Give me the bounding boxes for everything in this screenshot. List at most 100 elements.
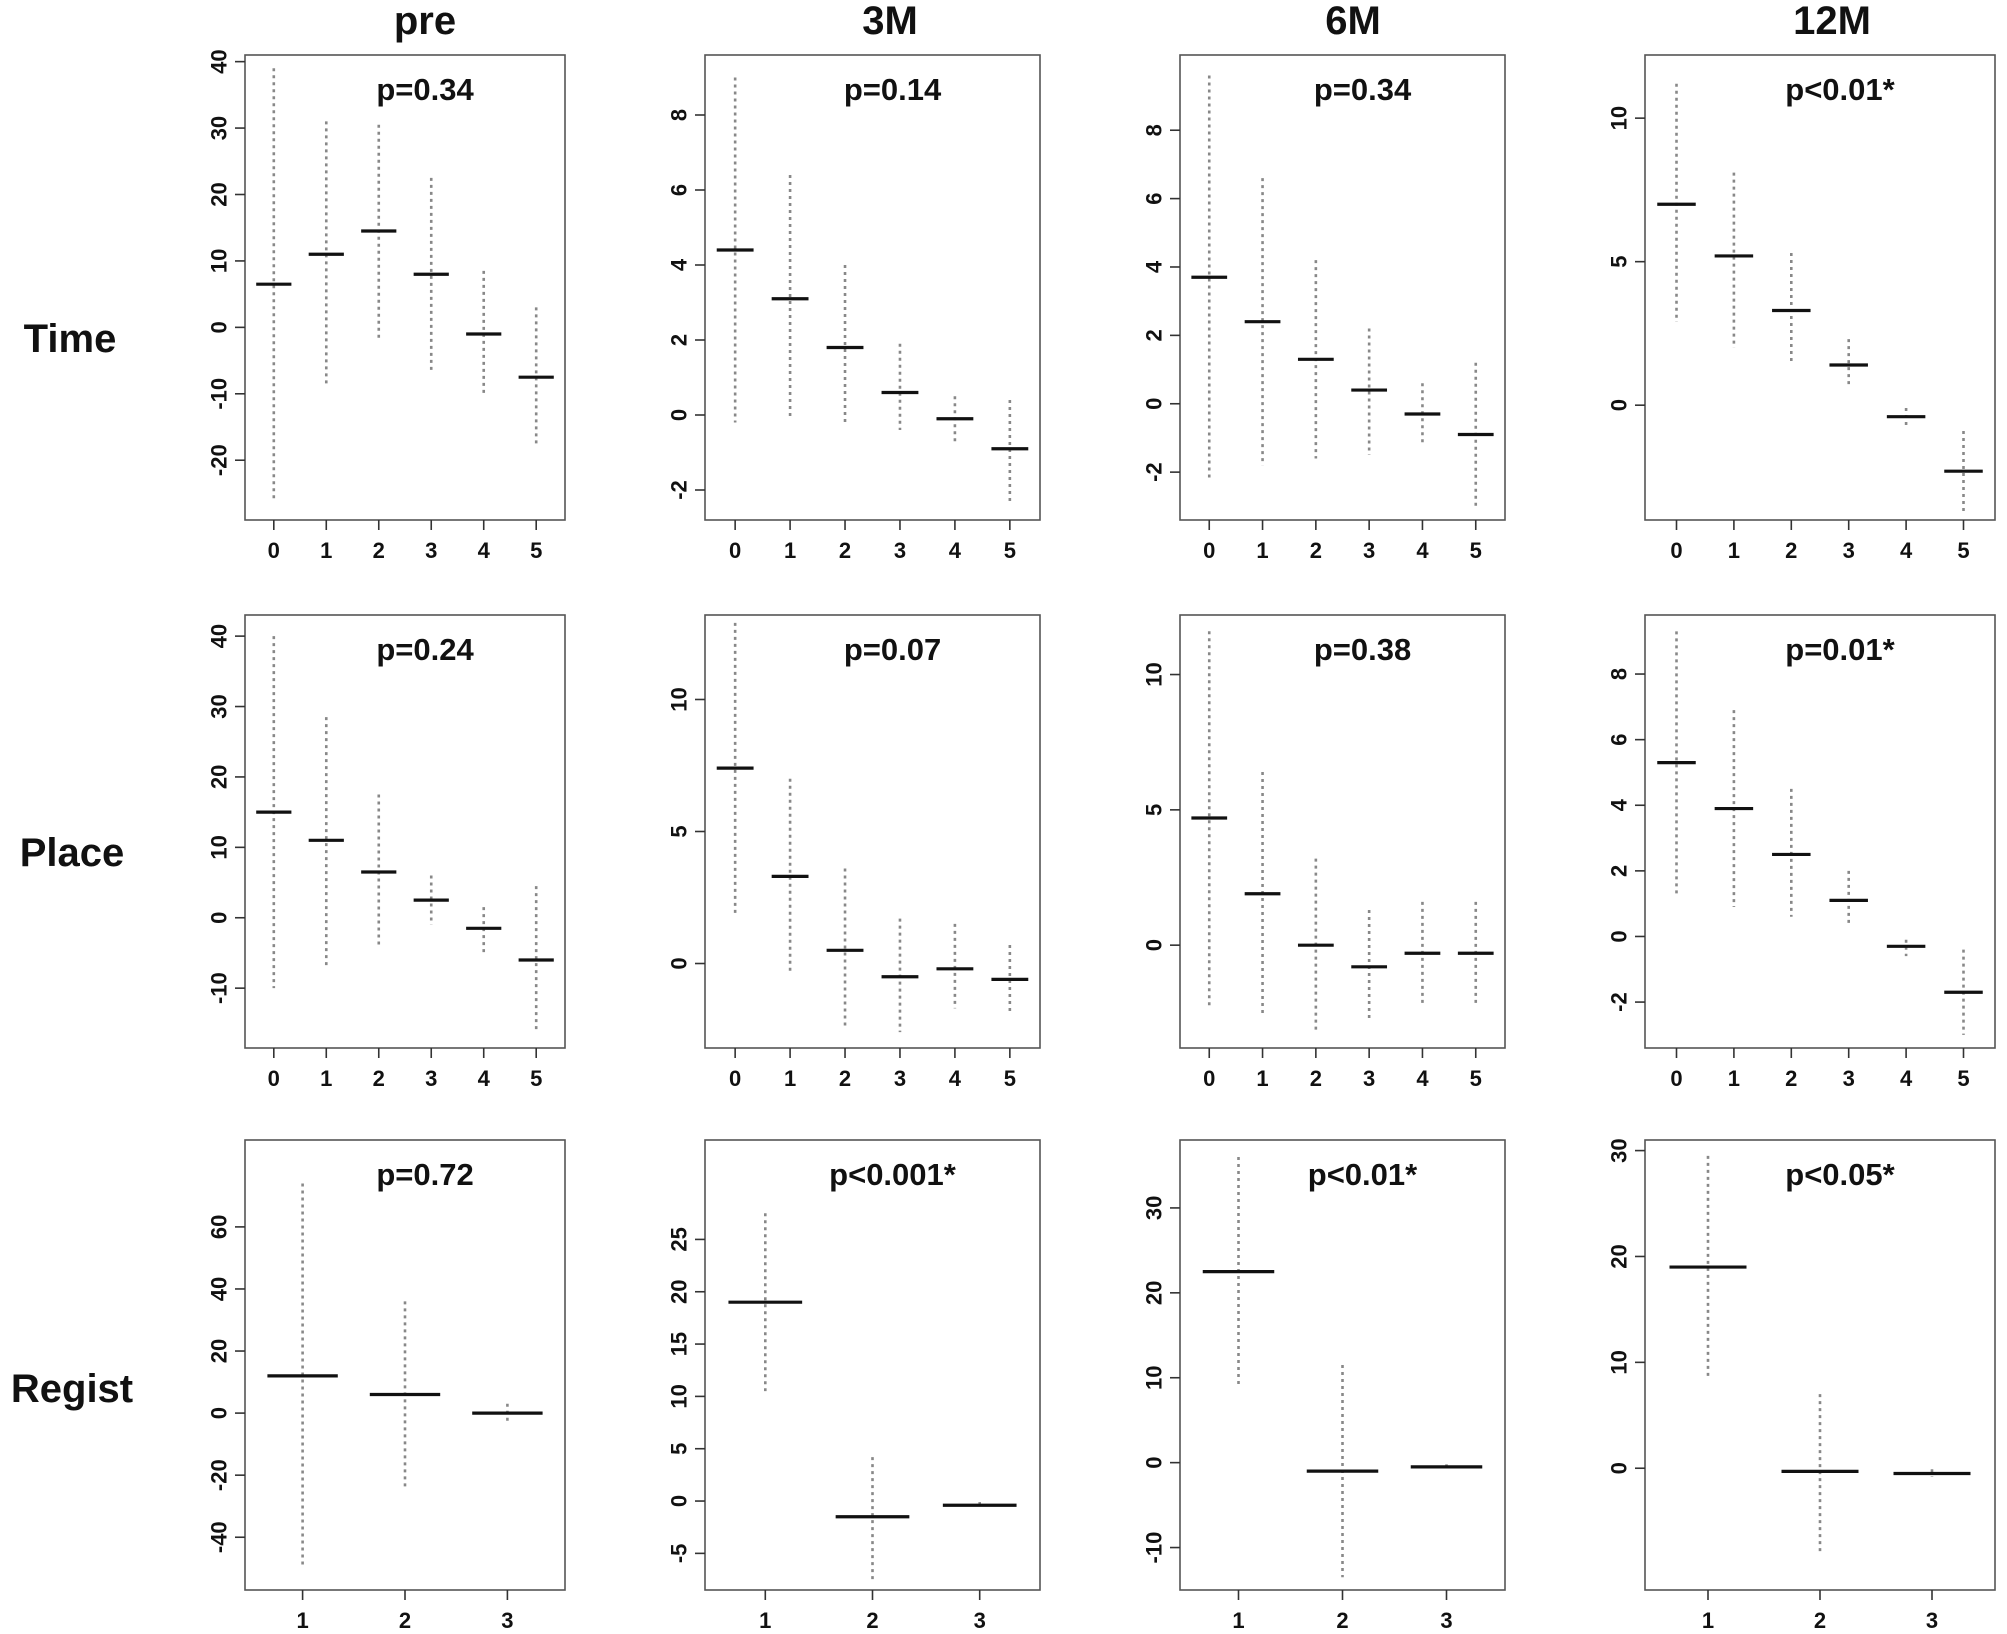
x-tick-label: 2	[1336, 1608, 1348, 1633]
p-value-label: p=0.38	[1314, 632, 1411, 667]
column-title-pre: pre	[394, 0, 456, 43]
x-tick-label: 2	[1785, 1066, 1797, 1091]
p-value-label: p=0.72	[376, 1157, 473, 1192]
panel-place-6m: 0 5 10 0 1 2 3 4 5 p=0.38	[1142, 614, 1506, 1091]
plot-frame	[244, 614, 566, 1049]
y-tick-label: 20	[207, 182, 232, 206]
panel-place-12m: -2 0 2 4 6 8 0 1 2 3 4 5 p=0.01*	[1607, 614, 1996, 1091]
x-tick-label: 1	[320, 1066, 332, 1091]
y-tick-label: 20	[207, 765, 232, 789]
column-title-12m: 12M	[1793, 0, 1871, 43]
y-tick-label: 0	[1607, 399, 1632, 411]
y-tick-label: 4	[1142, 260, 1167, 273]
column-title-6m: 6M	[1325, 0, 1381, 43]
y-tick-label: 0	[667, 957, 692, 969]
x-tick-label: 2	[866, 1608, 878, 1633]
y-tick-label: 2	[1607, 865, 1632, 877]
x-tick-label: 0	[1670, 1066, 1682, 1091]
y-tick-label: 0	[207, 1407, 232, 1419]
y-tick-label: 8	[1142, 124, 1167, 136]
y-tick-label: -2	[1142, 462, 1167, 482]
x-tick-label: 4	[949, 538, 962, 563]
y-tick-label: 0	[667, 409, 692, 421]
y-tick-label: 30	[207, 116, 232, 140]
y-tick-label: 0	[1607, 930, 1632, 942]
panel-regist-3m: -5 0 5 10 15 20 25 1 2 3 p<0.001*	[667, 1139, 1041, 1633]
plot-frame	[1644, 614, 1996, 1049]
y-tick-label: 10	[1607, 1350, 1632, 1374]
x-tick-label: 4	[1900, 1066, 1913, 1091]
plot-frame	[1179, 54, 1506, 521]
plot-frame	[244, 54, 566, 521]
y-tick-label: 10	[207, 249, 232, 273]
p-value-label: p=0.07	[844, 632, 941, 667]
x-tick-label: 2	[373, 1066, 385, 1091]
y-tick-label: 0	[667, 1495, 692, 1507]
x-tick-label: 4	[1416, 538, 1429, 563]
y-tick-label: -10	[207, 378, 232, 410]
panel-place-pre: -10 0 10 20 30 40 0 1 2 3 4 5 p=0.24	[207, 614, 566, 1091]
y-tick-label: 30	[1142, 1196, 1167, 1220]
x-tick-label: 3	[1926, 1608, 1938, 1633]
x-tick-label: 4	[1416, 1066, 1429, 1091]
panel-regist-12m: 0 10 20 30 1 2 3 p<0.05*	[1607, 1138, 1996, 1633]
x-tick-label: 0	[268, 1066, 280, 1091]
y-tick-label: 6	[667, 184, 692, 196]
y-tick-label: 5	[1607, 256, 1632, 268]
x-tick-label: 0	[729, 1066, 741, 1091]
x-tick-label: 1	[320, 538, 332, 563]
y-tick-label: 40	[207, 1277, 232, 1301]
y-tick-label: 30	[1607, 1138, 1632, 1162]
y-tick-label: 10	[207, 835, 232, 859]
x-tick-label: 5	[1004, 1066, 1016, 1091]
panel-time-6m: -2 0 2 4 6 8 0 1 2 3 4 5 p=0.34	[1142, 54, 1506, 563]
x-tick-label: 2	[839, 538, 851, 563]
y-tick-label: 10	[667, 687, 692, 711]
y-tick-label: 15	[667, 1332, 692, 1356]
p-value-label: p<0.01*	[1785, 72, 1895, 107]
plot-frame	[704, 54, 1041, 521]
x-tick-label: 5	[1470, 538, 1482, 563]
y-tick-label: -10	[207, 972, 232, 1004]
x-tick-label: 3	[974, 1608, 986, 1633]
y-tick-label: 0	[207, 321, 232, 333]
y-tick-label: 0	[1142, 939, 1167, 951]
p-value-label: p<0.05*	[1785, 1157, 1895, 1192]
p-value-label: p=0.34	[1314, 72, 1412, 107]
y-tick-label: 40	[207, 624, 232, 648]
y-tick-label: 4	[667, 258, 692, 271]
p-value-label: p<0.01*	[1308, 1157, 1418, 1192]
y-tick-label: -5	[667, 1544, 692, 1564]
panel-time-12m: 0 5 10 0 1 2 3 4 5 p<0.01*	[1607, 54, 1996, 563]
y-tick-label: 10	[1142, 662, 1167, 686]
y-tick-label: 20	[667, 1280, 692, 1304]
y-tick-label: 0	[1142, 1457, 1167, 1469]
p-value-label: p=0.24	[376, 632, 474, 667]
y-tick-label: -20	[207, 444, 232, 476]
y-tick-label: 0	[1142, 398, 1167, 410]
titles-layer: pre 3M 6M 12M Time Place Regist	[11, 0, 1871, 1411]
x-tick-label: 5	[1470, 1066, 1482, 1091]
x-tick-label: 5	[530, 1066, 542, 1091]
x-tick-label: 0	[1203, 538, 1215, 563]
row-title-regist: Regist	[11, 1367, 133, 1411]
y-tick-label: 5	[1142, 804, 1167, 816]
plot-frame	[1179, 614, 1506, 1049]
y-tick-label: 6	[1607, 734, 1632, 746]
x-tick-label: 1	[1256, 538, 1268, 563]
y-tick-label: -2	[1607, 992, 1632, 1012]
x-tick-label: 4	[478, 538, 491, 563]
x-tick-label: 5	[530, 538, 542, 563]
y-tick-label: 0	[1607, 1462, 1632, 1474]
y-tick-label: 10	[1607, 106, 1632, 130]
y-tick-label: 10	[667, 1384, 692, 1408]
y-tick-label: 10	[1142, 1365, 1167, 1389]
x-tick-label: 3	[894, 1066, 906, 1091]
x-tick-label: 5	[1957, 538, 1969, 563]
y-tick-label: 8	[667, 109, 692, 121]
x-tick-label: 0	[729, 538, 741, 563]
x-tick-label: 3	[425, 1066, 437, 1091]
panel-time-pre: -20 -10 0 10 20 30 40 0 1 2 3 4 5 p=0.34	[207, 49, 566, 563]
